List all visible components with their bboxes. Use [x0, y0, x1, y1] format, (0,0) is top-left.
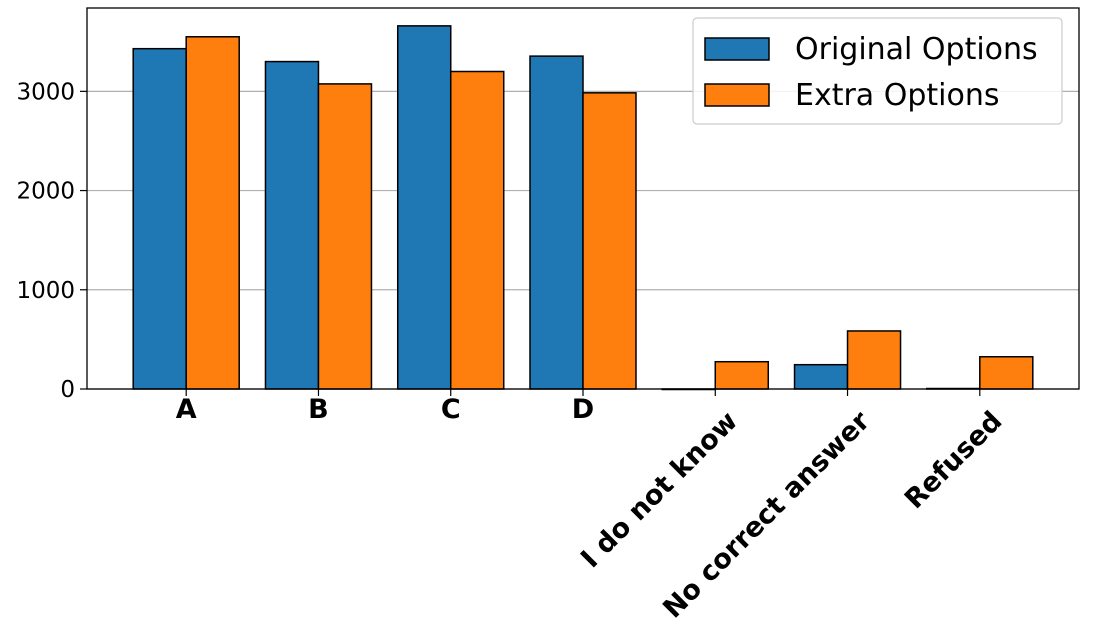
x-tick-label: Refused	[899, 406, 1008, 515]
bar-original	[264, 60, 320, 390]
bar-extra	[582, 92, 637, 390]
y-tick-label: 1000	[16, 278, 75, 304]
x-tick-label: B	[308, 394, 329, 425]
legend-swatch-original	[704, 37, 770, 61]
x-tick-label: D	[572, 394, 594, 425]
bar-extra	[979, 356, 1034, 390]
y-axis: 0 1000 2000 3000	[16, 79, 87, 403]
legend-label-extra: Extra Options	[795, 78, 999, 113]
legend-swatch-extra	[704, 83, 770, 107]
bar-extra	[846, 330, 902, 390]
bar-original	[529, 55, 584, 390]
legend-box	[692, 17, 1063, 125]
y-tick-label: 0	[60, 377, 75, 403]
bar-extra	[714, 360, 770, 390]
bar-extra	[317, 83, 373, 390]
bar-original	[132, 47, 187, 390]
bars	[132, 25, 1034, 391]
y-tick-label: 3000	[16, 79, 75, 105]
y-tick-label: 2000	[16, 179, 75, 205]
bar-original	[793, 363, 849, 390]
bar-extra	[449, 70, 505, 390]
x-tick-label: A	[176, 394, 197, 425]
legend-label-original: Original Options	[795, 32, 1038, 67]
bar-extra	[185, 36, 240, 390]
legend: Original Options Extra Options	[692, 17, 1063, 125]
x-tick-label: C	[441, 394, 461, 425]
bar-original	[396, 25, 452, 390]
